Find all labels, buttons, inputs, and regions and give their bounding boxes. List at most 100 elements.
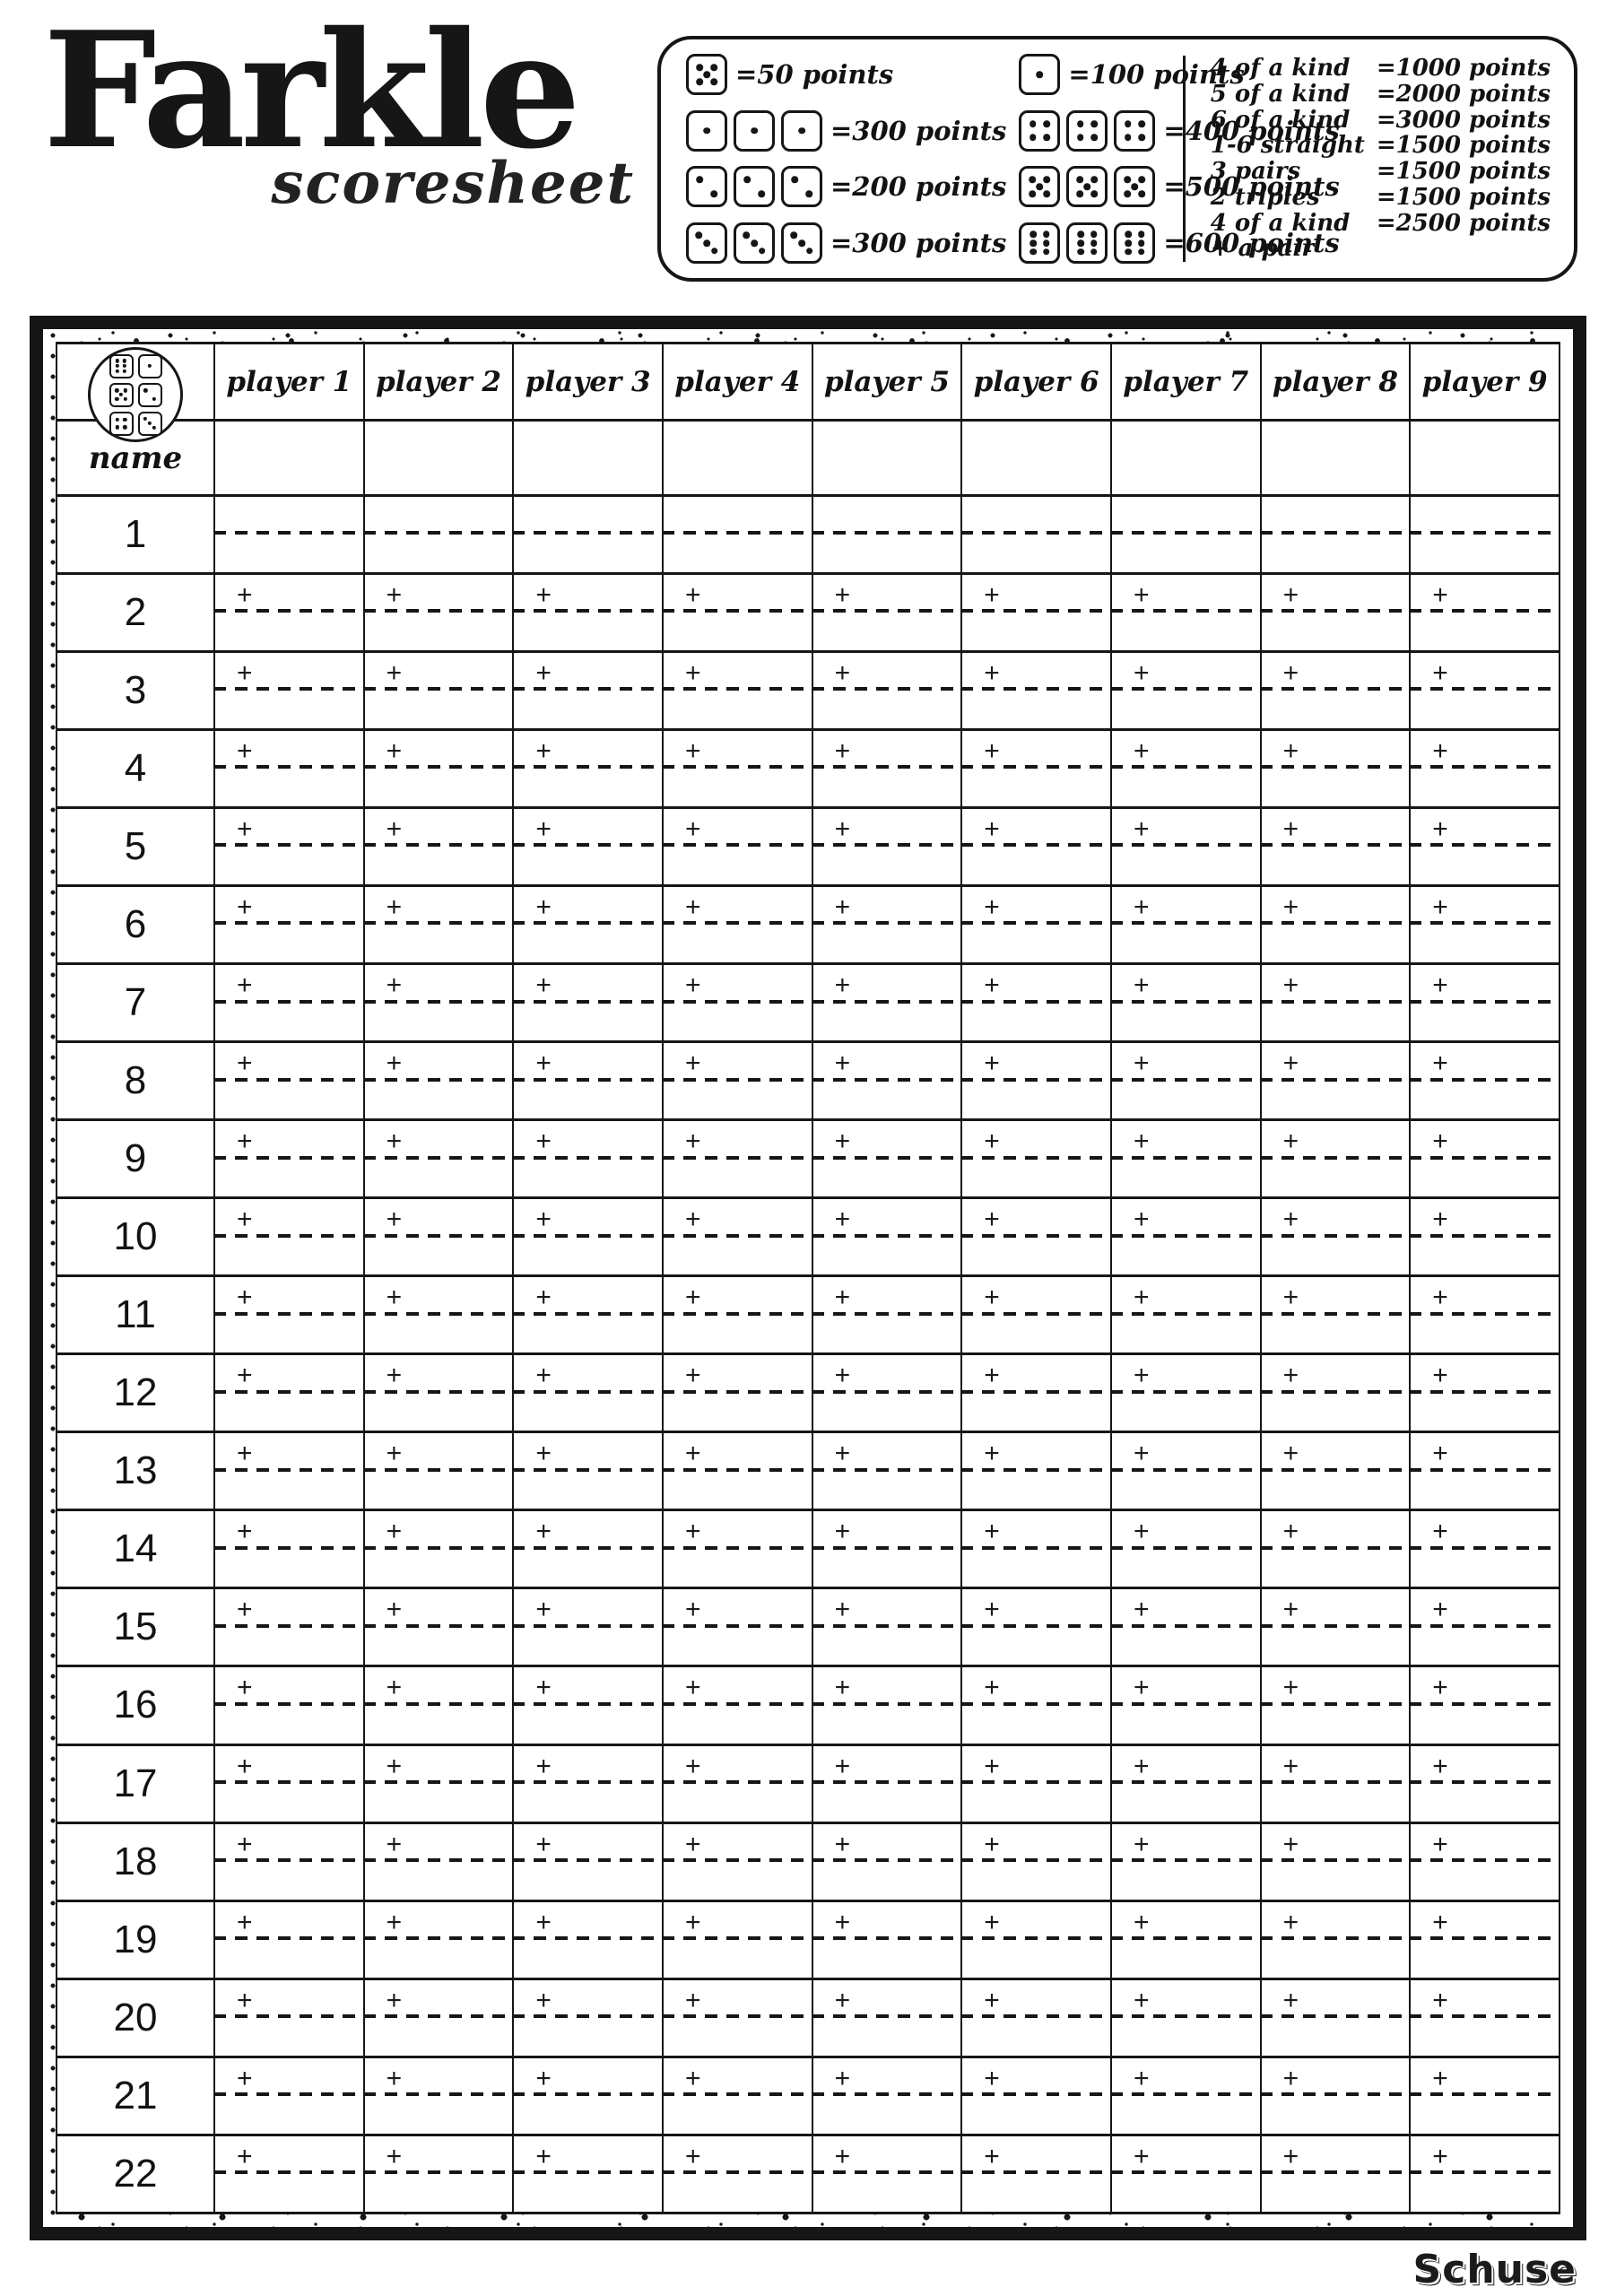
score-cell-round-9-player-8[interactable]: +: [1259, 1118, 1412, 1200]
score-cell-round-15-player-8[interactable]: +: [1259, 1587, 1412, 1668]
score-cell-round-8-player-9[interactable]: +: [1409, 1040, 1560, 1122]
score-cell-round-8-player-8[interactable]: +: [1259, 1040, 1412, 1122]
score-cell-round-5-player-9[interactable]: +: [1409, 806, 1560, 888]
score-cell-round-20-player-6[interactable]: +: [960, 1977, 1112, 2058]
score-cell-round-13-player-5[interactable]: +: [811, 1431, 963, 1512]
score-cell-round-16-player-8[interactable]: +: [1259, 1665, 1412, 1746]
score-cell-round-11-player-8[interactable]: +: [1259, 1274, 1412, 1356]
score-cell-round-9-player-2[interactable]: +: [362, 1118, 515, 1200]
score-cell-round-9-player-6[interactable]: +: [960, 1118, 1112, 1200]
score-cell-round-6-player-7[interactable]: +: [1109, 884, 1262, 966]
score-cell-round-7-player-9[interactable]: +: [1409, 962, 1560, 1044]
score-cell-round-12-player-2[interactable]: +: [362, 1352, 515, 1434]
score-cell-round-17-player-4[interactable]: +: [661, 1743, 813, 1824]
score-cell-round-13-player-4[interactable]: +: [661, 1431, 813, 1512]
score-cell-round-18-player-8[interactable]: +: [1259, 1821, 1412, 1902]
score-cell-round-22-player-7[interactable]: +: [1109, 2133, 1262, 2215]
score-cell-round-21-player-5[interactable]: +: [811, 2055, 963, 2136]
score-cell-round-3-player-3[interactable]: +: [512, 650, 664, 732]
score-cell-round-14-player-4[interactable]: +: [661, 1509, 813, 1590]
score-cell-round-8-player-2[interactable]: +: [362, 1040, 515, 1122]
score-cell-round-16-player-3[interactable]: +: [512, 1665, 664, 1746]
score-cell-round-19-player-2[interactable]: +: [362, 1899, 515, 1980]
score-cell-round-22-player-4[interactable]: +: [661, 2133, 813, 2215]
score-cell-round-5-player-3[interactable]: +: [512, 806, 664, 888]
score-cell-round-13-player-9[interactable]: +: [1409, 1431, 1560, 1512]
score-cell-round-19-player-5[interactable]: +: [811, 1899, 963, 1980]
score-cell-round-15-player-4[interactable]: +: [661, 1587, 813, 1668]
score-cell-round-11-player-2[interactable]: +: [362, 1274, 515, 1356]
score-cell-round-3-player-9[interactable]: +: [1409, 650, 1560, 732]
score-cell-round-19-player-8[interactable]: +: [1259, 1899, 1412, 1980]
score-cell-round-14-player-9[interactable]: +: [1409, 1509, 1560, 1590]
score-cell-round-12-player-1[interactable]: +: [213, 1352, 365, 1434]
score-cell-round-22-player-3[interactable]: +: [512, 2133, 664, 2215]
score-cell-round-4-player-1[interactable]: +: [213, 728, 365, 810]
score-cell-round-19-player-1[interactable]: +: [213, 1899, 365, 1980]
score-cell-round-16-player-5[interactable]: +: [811, 1665, 963, 1746]
score-cell-round-17-player-3[interactable]: +: [512, 1743, 664, 1824]
score-cell-round-20-player-3[interactable]: +: [512, 1977, 664, 2058]
name-cell-player-5[interactable]: [811, 419, 963, 497]
score-cell-round-18-player-7[interactable]: +: [1109, 1821, 1262, 1902]
score-cell-round-22-player-9[interactable]: +: [1409, 2133, 1560, 2215]
score-cell-round-17-player-7[interactable]: +: [1109, 1743, 1262, 1824]
score-cell-round-17-player-8[interactable]: +: [1259, 1743, 1412, 1824]
name-cell-player-7[interactable]: [1109, 419, 1262, 497]
score-cell-round-1-player-9[interactable]: [1409, 493, 1560, 576]
score-cell-round-5-player-8[interactable]: +: [1259, 806, 1412, 888]
score-cell-round-14-player-6[interactable]: +: [960, 1509, 1112, 1590]
score-cell-round-20-player-4[interactable]: +: [661, 1977, 813, 2058]
score-cell-round-4-player-9[interactable]: +: [1409, 728, 1560, 810]
score-cell-round-4-player-2[interactable]: +: [362, 728, 515, 810]
score-cell-round-2-player-5[interactable]: +: [811, 572, 963, 654]
name-cell-player-3[interactable]: [512, 419, 664, 497]
score-cell-round-2-player-8[interactable]: +: [1259, 572, 1412, 654]
score-cell-round-2-player-9[interactable]: +: [1409, 572, 1560, 654]
score-cell-round-16-player-4[interactable]: +: [661, 1665, 813, 1746]
score-cell-round-21-player-8[interactable]: +: [1259, 2055, 1412, 2136]
score-cell-round-14-player-3[interactable]: +: [512, 1509, 664, 1590]
score-cell-round-20-player-9[interactable]: +: [1409, 1977, 1560, 2058]
score-cell-round-18-player-6[interactable]: +: [960, 1821, 1112, 1902]
score-cell-round-6-player-6[interactable]: +: [960, 884, 1112, 966]
score-cell-round-9-player-5[interactable]: +: [811, 1118, 963, 1200]
score-cell-round-19-player-4[interactable]: +: [661, 1899, 813, 1980]
score-cell-round-11-player-9[interactable]: +: [1409, 1274, 1560, 1356]
score-cell-round-9-player-9[interactable]: +: [1409, 1118, 1560, 1200]
score-cell-round-12-player-4[interactable]: +: [661, 1352, 813, 1434]
score-cell-round-19-player-7[interactable]: +: [1109, 1899, 1262, 1980]
score-cell-round-11-player-6[interactable]: +: [960, 1274, 1112, 1356]
score-cell-round-10-player-3[interactable]: +: [512, 1196, 664, 1278]
score-cell-round-15-player-5[interactable]: +: [811, 1587, 963, 1668]
score-cell-round-13-player-3[interactable]: +: [512, 1431, 664, 1512]
score-cell-round-18-player-9[interactable]: +: [1409, 1821, 1560, 1902]
score-cell-round-21-player-9[interactable]: +: [1409, 2055, 1560, 2136]
score-cell-round-20-player-5[interactable]: +: [811, 1977, 963, 2058]
score-cell-round-16-player-9[interactable]: +: [1409, 1665, 1560, 1746]
score-cell-round-8-player-6[interactable]: +: [960, 1040, 1112, 1122]
score-cell-round-11-player-4[interactable]: +: [661, 1274, 813, 1356]
score-cell-round-16-player-6[interactable]: +: [960, 1665, 1112, 1746]
score-cell-round-6-player-4[interactable]: +: [661, 884, 813, 966]
score-cell-round-5-player-6[interactable]: +: [960, 806, 1112, 888]
name-cell-player-8[interactable]: [1259, 419, 1412, 497]
score-cell-round-19-player-9[interactable]: +: [1409, 1899, 1560, 1980]
score-cell-round-5-player-4[interactable]: +: [661, 806, 813, 888]
score-cell-round-7-player-8[interactable]: +: [1259, 962, 1412, 1044]
score-cell-round-12-player-8[interactable]: +: [1259, 1352, 1412, 1434]
score-cell-round-3-player-8[interactable]: +: [1259, 650, 1412, 732]
score-cell-round-4-player-4[interactable]: +: [661, 728, 813, 810]
score-cell-round-9-player-3[interactable]: +: [512, 1118, 664, 1200]
name-cell-player-1[interactable]: [213, 419, 365, 497]
score-cell-round-1-player-6[interactable]: [960, 493, 1112, 576]
score-cell-round-3-player-7[interactable]: +: [1109, 650, 1262, 732]
score-cell-round-8-player-1[interactable]: +: [213, 1040, 365, 1122]
score-cell-round-17-player-9[interactable]: +: [1409, 1743, 1560, 1824]
name-cell-player-4[interactable]: [661, 419, 813, 497]
score-cell-round-18-player-2[interactable]: +: [362, 1821, 515, 1902]
score-cell-round-7-player-2[interactable]: +: [362, 962, 515, 1044]
score-cell-round-18-player-4[interactable]: +: [661, 1821, 813, 1902]
score-cell-round-22-player-8[interactable]: +: [1259, 2133, 1412, 2215]
score-cell-round-8-player-7[interactable]: +: [1109, 1040, 1262, 1122]
